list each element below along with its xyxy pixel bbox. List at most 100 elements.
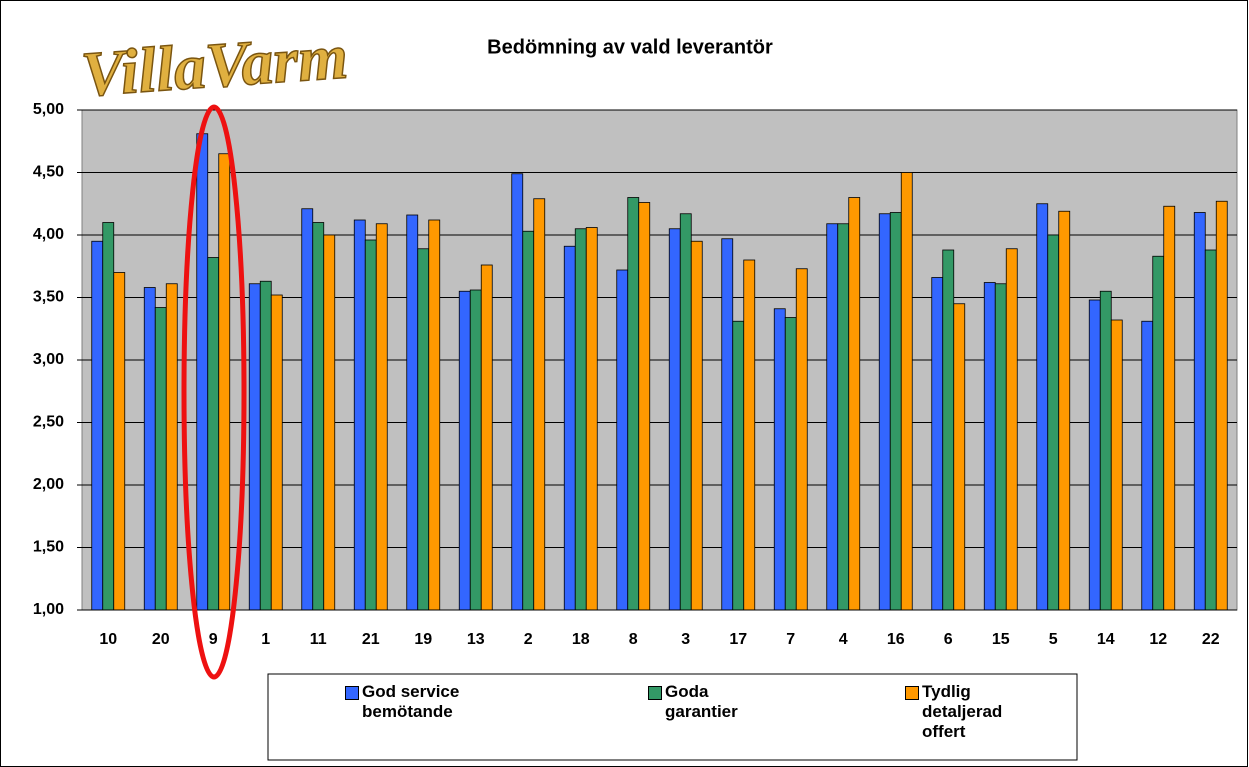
x-tick-label: 20 bbox=[152, 631, 170, 648]
bar bbox=[91, 240, 104, 611]
x-tick-label: 4 bbox=[839, 631, 848, 648]
bar bbox=[511, 173, 524, 611]
bar bbox=[900, 172, 913, 611]
bar bbox=[1204, 249, 1217, 611]
x-tick-label: 13 bbox=[467, 631, 485, 648]
x-tick-label: 15 bbox=[992, 631, 1010, 648]
bar bbox=[428, 219, 441, 611]
bar bbox=[522, 230, 535, 611]
bar bbox=[406, 214, 419, 611]
bar bbox=[196, 133, 209, 611]
y-tick-label: 4,00 bbox=[33, 226, 64, 243]
y-tick-label: 2,50 bbox=[33, 414, 64, 431]
bar bbox=[270, 294, 283, 611]
x-tick-label: 5 bbox=[1049, 631, 1058, 648]
x-tick-label: 22 bbox=[1202, 631, 1220, 648]
legend-swatch bbox=[905, 686, 919, 700]
bar bbox=[248, 283, 261, 611]
bar bbox=[533, 198, 546, 611]
bar bbox=[259, 280, 272, 611]
x-tick-label: 14 bbox=[1097, 631, 1115, 648]
bar bbox=[1036, 203, 1049, 611]
legend-swatch bbox=[345, 686, 359, 700]
bar bbox=[1110, 319, 1123, 611]
x-tick-label: 16 bbox=[887, 631, 905, 648]
bar bbox=[574, 228, 587, 611]
bar bbox=[994, 283, 1007, 611]
bar bbox=[480, 264, 493, 611]
bar bbox=[732, 320, 745, 611]
bar bbox=[1215, 200, 1228, 611]
x-tick-label: 18 bbox=[572, 631, 590, 648]
bar bbox=[301, 208, 314, 611]
bar bbox=[1163, 205, 1176, 611]
bar bbox=[784, 317, 797, 611]
bar bbox=[1047, 234, 1060, 611]
bar bbox=[458, 290, 471, 611]
bar bbox=[312, 222, 325, 611]
x-tick-label: 3 bbox=[681, 631, 690, 648]
bar bbox=[1193, 212, 1206, 611]
x-tick-label: 17 bbox=[729, 631, 747, 648]
bar bbox=[1088, 299, 1101, 611]
x-tick-label: 19 bbox=[414, 631, 432, 648]
bar bbox=[165, 283, 178, 611]
bar bbox=[931, 277, 944, 611]
bar bbox=[207, 257, 220, 611]
x-tick-label: 7 bbox=[786, 631, 795, 648]
bar bbox=[102, 222, 115, 611]
x-tick-label: 8 bbox=[629, 631, 638, 648]
x-tick-label: 6 bbox=[944, 631, 953, 648]
bar bbox=[878, 213, 891, 611]
bar bbox=[679, 213, 692, 611]
bar bbox=[743, 259, 756, 611]
bar bbox=[795, 268, 808, 611]
legend-box bbox=[267, 673, 1078, 761]
highlight-ellipse bbox=[181, 104, 247, 680]
legend-label: Tydlig detaljerad offert bbox=[922, 682, 1003, 741]
bar bbox=[942, 249, 955, 611]
bar bbox=[1152, 255, 1165, 611]
bar bbox=[218, 153, 231, 611]
bar bbox=[364, 239, 377, 611]
bar bbox=[983, 282, 996, 611]
x-tick-label: 12 bbox=[1149, 631, 1167, 648]
bar bbox=[1099, 290, 1112, 611]
y-tick-label: 2,00 bbox=[33, 476, 64, 493]
x-tick-label: 21 bbox=[362, 631, 380, 648]
bar bbox=[837, 223, 850, 611]
chart-title: Bedömning av vald leverantör bbox=[487, 36, 773, 58]
x-tick-label: 1 bbox=[261, 631, 270, 648]
x-tick-label: 2 bbox=[524, 631, 533, 648]
bar bbox=[826, 223, 839, 611]
y-tick-label: 3,50 bbox=[33, 289, 64, 306]
bar bbox=[889, 212, 902, 611]
legend-label: God service bemötande bbox=[362, 682, 460, 721]
legend-item: Goda garantier bbox=[648, 682, 745, 722]
bar bbox=[848, 197, 861, 611]
x-tick-label: 9 bbox=[209, 631, 218, 648]
y-tick-label: 1,00 bbox=[33, 601, 64, 618]
bar bbox=[563, 245, 576, 611]
bar bbox=[143, 287, 156, 611]
y-tick-label: 4,50 bbox=[33, 164, 64, 181]
bar bbox=[953, 303, 966, 611]
legend-label: Goda garantier bbox=[665, 682, 738, 721]
bar bbox=[1005, 248, 1018, 611]
bar bbox=[113, 272, 126, 611]
y-tick-label: 3,00 bbox=[33, 351, 64, 368]
bar bbox=[154, 307, 167, 611]
legend-swatch bbox=[648, 686, 662, 700]
bar bbox=[627, 197, 640, 611]
bar bbox=[375, 223, 388, 611]
bar bbox=[721, 238, 734, 611]
bar bbox=[585, 227, 598, 611]
y-tick-label: 5,00 bbox=[33, 101, 64, 118]
bar bbox=[773, 308, 786, 611]
y-tick-label: 1,50 bbox=[33, 539, 64, 556]
legend-item: Tydlig detaljerad offert bbox=[905, 682, 1017, 742]
bar bbox=[469, 289, 482, 611]
bar bbox=[417, 248, 430, 611]
